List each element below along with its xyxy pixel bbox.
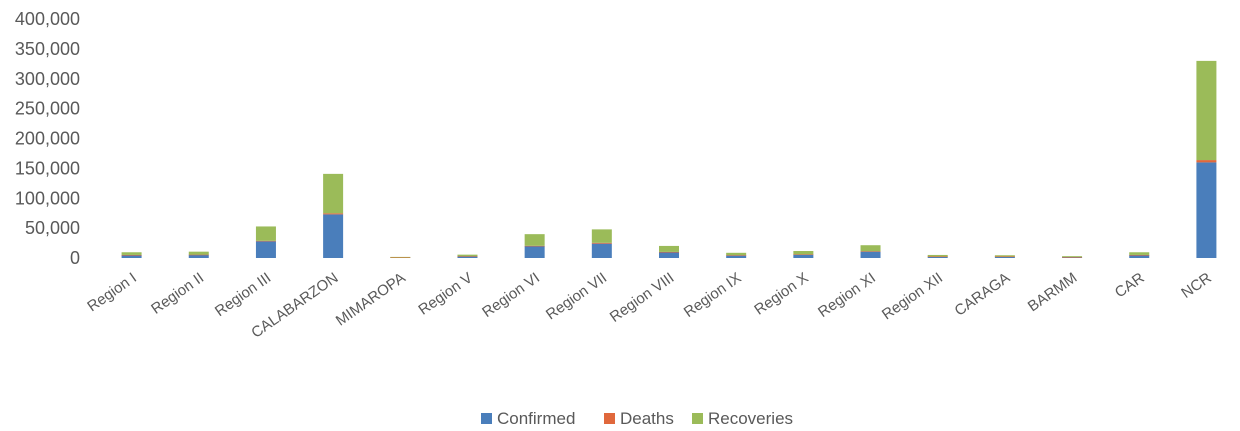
y-tick-label: 100,000 [15,188,80,208]
bar-deaths-region-viii [659,251,679,253]
bar-recoveries-region-vii [591,229,612,243]
bar-confirmed-car [1129,255,1150,258]
bar-deaths-region-vi [524,245,545,247]
bar-confirmed-region-v [457,256,478,258]
bar-deaths-calabarzon [323,213,344,215]
x-category-label: Region III [212,269,274,320]
bar-confirmed-region-xii [927,256,948,258]
bar-recoveries-region-xi [860,245,881,252]
bar-confirmed-region-iii [255,241,276,258]
x-category-label: Region I [84,269,140,315]
bar-confirmed-region-ix [726,255,747,258]
legend-label-deaths: Deaths [620,409,674,428]
y-tick-label: 300,000 [15,69,80,89]
bar-recoveries-barmm [1062,256,1083,258]
bar-recoveries-ncr [1196,60,1217,161]
x-category-label: Region XII [879,269,946,323]
bar-recoveries-region-viii [659,245,679,252]
bar-deaths-caraga [994,256,1015,258]
bar-deaths-ncr [1196,160,1217,163]
x-category-label: NCR [1178,269,1215,302]
bar-recoveries-region-iii [255,226,276,241]
bar-confirmed-region-xi [860,251,881,258]
legend-swatch-deaths [604,413,615,424]
bar-deaths-region-xii [927,256,948,258]
bar-recoveries-car [1129,252,1150,255]
x-category-label: Region II [148,269,207,317]
y-axis-ticks: 0 50,000 100,000 150,000 200,000 250,000 300,0… [15,9,80,268]
y-tick-label: 350,000 [15,39,80,59]
legend: Confirmed Deaths Recoveries [481,409,793,428]
x-category-label: MIMAROPA [333,269,409,329]
bar-confirmed-calabarzon [323,214,344,258]
bar-confirmed-region-i [121,255,142,258]
bar-deaths-region-xi [860,251,881,252]
y-tick-label: 200,000 [15,129,80,149]
bar-confirmed-region-vi [524,246,545,258]
bar-deaths-region-ii [188,254,209,256]
bar-recoveries-region-i [121,252,142,255]
legend-swatch-recoveries [692,413,703,424]
bar-deaths-region-vii [591,242,612,244]
legend-swatch-confirmed [481,413,492,424]
bar-recoveries-region-v [457,254,478,257]
bar-recoveries-region-ii [188,251,209,255]
legend-label-recoveries: Recoveries [708,409,793,428]
bar-deaths-region-iii [255,240,276,242]
bar-deaths-mimaropa [390,257,411,258]
bar-recoveries-calabarzon [323,173,344,214]
bars-group [121,60,1217,259]
y-tick-label: 150,000 [15,158,80,178]
bar-confirmed-caraga [994,256,1015,258]
bar-deaths-region-x [793,254,814,255]
x-category-label: CARAGA [952,269,1014,319]
y-tick-label: 400,000 [15,9,80,29]
bar-deaths-car [1129,254,1150,256]
bar-recoveries-caraga [994,255,1015,257]
x-category-label: Region VII [543,269,610,323]
bar-deaths-region-ix [726,255,747,256]
x-axis-labels: Region I Region II Region IIICALABARZONMIM… [84,269,1214,341]
bar-recoveries-region-x [793,251,814,255]
x-category-label: BARMM [1025,269,1080,315]
y-tick-label: 0 [70,248,80,268]
bar-deaths-barmm [1062,257,1083,258]
x-category-label: CAR [1112,269,1148,301]
x-category-label: Region XI [815,269,879,321]
bar-deaths-region-v [457,256,478,257]
x-category-label: Region V [415,269,475,318]
x-category-label: Region IX [681,269,745,321]
legend-label-confirmed: Confirmed [497,409,575,428]
bar-recoveries-region-xii [927,254,948,257]
x-category-label: Region X [751,269,811,318]
y-tick-label: 50,000 [25,218,80,238]
bar-recoveries-mimaropa [390,256,411,258]
bar-deaths-region-i [121,254,142,256]
bar-recoveries-region-vi [524,234,545,246]
bar-confirmed-ncr [1196,162,1217,258]
bar-confirmed-region-x [793,254,814,258]
x-category-label: Region VI [479,269,543,321]
bar-confirmed-region-ii [188,254,209,258]
x-category-label: Region VIII [607,269,678,325]
bar-recoveries-region-ix [726,252,747,256]
bar-confirmed-region-viii [659,252,679,258]
y-tick-label: 250,000 [15,99,80,119]
bar-confirmed-region-vii [591,243,612,258]
